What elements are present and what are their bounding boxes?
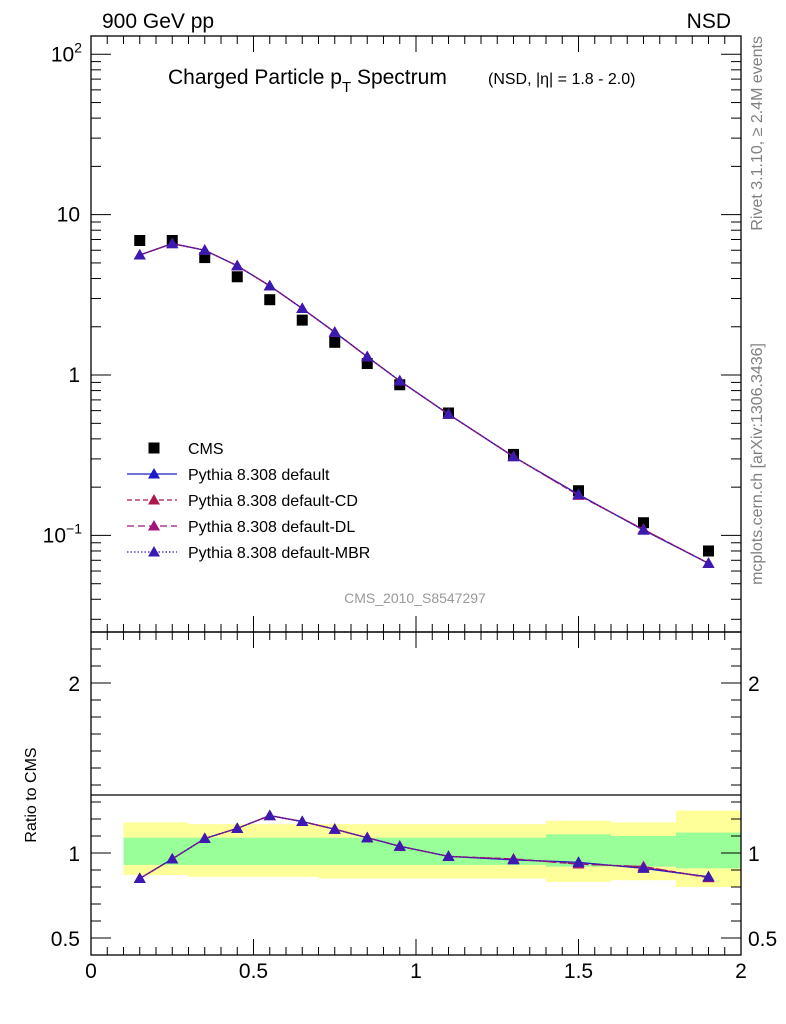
bottom-axis-ticks bbox=[90, 631, 742, 956]
series-point-mbr bbox=[442, 408, 455, 419]
series-line-dl bbox=[139, 242, 709, 564]
cms-point bbox=[361, 358, 373, 370]
ratio-marks bbox=[133, 809, 715, 883]
ratio-point-mbr bbox=[637, 862, 650, 873]
ratio-point-mbr bbox=[231, 822, 244, 833]
bottom-plot-frame bbox=[90, 631, 742, 956]
ratio-point-mbr bbox=[442, 850, 455, 861]
ratio-axis-label: Ratio to CMS bbox=[23, 747, 40, 842]
series-point-mbr bbox=[507, 450, 520, 462]
ratio-point-mbr bbox=[133, 872, 146, 883]
cms-point bbox=[264, 294, 276, 306]
band-inner bbox=[351, 837, 384, 865]
series-point-mbr bbox=[263, 279, 276, 291]
y-tick-label: 102 bbox=[51, 39, 82, 66]
top-axis-ticks bbox=[90, 36, 742, 632]
analysis-watermark: CMS_2010_S8547297 bbox=[344, 590, 486, 606]
cms-point bbox=[329, 336, 341, 348]
legend-marker-dl bbox=[148, 520, 160, 531]
series-point-mbr bbox=[637, 524, 650, 535]
x-tick-label: 1 bbox=[410, 960, 422, 983]
band-inner bbox=[318, 837, 351, 865]
y-tick-label: 10−1 bbox=[43, 520, 83, 547]
legend-label: Pythia 8.308 default-CD bbox=[188, 493, 358, 510]
y-tick-label-right: 0.5 bbox=[748, 928, 777, 951]
x-tick-label: 0 bbox=[85, 960, 97, 983]
ratio-point-mbr bbox=[572, 856, 585, 867]
series-point-mbr bbox=[198, 244, 211, 255]
side-label-top: Rivet 3.1.10, ≥ 2.4M events bbox=[749, 36, 766, 231]
series-point-mbr bbox=[572, 488, 585, 499]
legend-label: Pythia 8.308 default bbox=[188, 467, 330, 484]
chart-title: Charged Particle pT Spectrum bbox=[168, 66, 447, 96]
top-plot-frame bbox=[90, 35, 742, 633]
bottom-tick-labels: 0.5 0.51 12 20 0.5 1 1.5 2 bbox=[51, 673, 777, 983]
band-inner bbox=[676, 832, 741, 869]
legend-label: Pythia 8.308 default-MBR bbox=[188, 545, 370, 562]
ratio-point-mbr bbox=[198, 832, 211, 844]
ratio-line-mbr bbox=[139, 814, 709, 880]
series-point-mbr bbox=[361, 350, 374, 362]
header-left: 900 GeV pp bbox=[102, 10, 214, 33]
x-tick-label: 2 bbox=[735, 960, 747, 983]
chart-title-extra: (NSD, |η| = 1.8 - 2.0) bbox=[488, 71, 635, 88]
y-tick-label-left: 1 bbox=[68, 843, 80, 866]
ratio-point-mbr bbox=[328, 823, 341, 834]
x-tick-label: 0.5 bbox=[239, 960, 268, 983]
series-point-mbr bbox=[231, 259, 244, 271]
series-line-mbr bbox=[139, 242, 709, 564]
legend-label: CMS bbox=[188, 441, 224, 458]
band-inner bbox=[286, 837, 319, 865]
series-point-mbr bbox=[328, 326, 341, 337]
series-point-mbr bbox=[702, 557, 715, 568]
side-label-bottom: mcplots.cern.ch [arXiv:1306.3436] bbox=[749, 343, 766, 585]
ratio-point-mbr bbox=[166, 852, 179, 864]
y-tick-label-left: 2 bbox=[68, 673, 80, 696]
legend-marker-cd bbox=[148, 494, 160, 505]
ratio-panel: 0.5 0.51 12 20 0.5 1 1.5 2 Ratio to CMS bbox=[23, 631, 777, 983]
y-tick-label: 10 bbox=[57, 204, 80, 227]
header-right: NSD bbox=[687, 10, 731, 33]
cms-point bbox=[703, 545, 714, 557]
top-y-tick-labels: 102 10 1 10−1 bbox=[43, 39, 83, 547]
band-inner bbox=[123, 837, 156, 865]
legend-marker-mbr bbox=[148, 546, 160, 557]
uncertainty-bands bbox=[123, 810, 741, 887]
cms-point bbox=[231, 271, 243, 283]
cms-point bbox=[199, 252, 211, 264]
ratio-point-mbr bbox=[361, 831, 374, 843]
cms-point bbox=[296, 314, 308, 326]
y-tick-label-right: 1 bbox=[748, 843, 760, 866]
ratio-point-mbr bbox=[296, 815, 309, 827]
band-inner bbox=[221, 837, 254, 865]
series-point-mbr bbox=[296, 302, 309, 313]
series-point-mbr bbox=[166, 237, 179, 249]
ratio-point-mbr bbox=[393, 840, 406, 851]
series-point-mbr bbox=[393, 374, 406, 386]
cms-point bbox=[638, 517, 649, 529]
ratio-point-mbr bbox=[507, 853, 520, 865]
series-line-cd bbox=[139, 242, 709, 564]
cms-point bbox=[134, 235, 146, 247]
top-marks bbox=[133, 235, 715, 568]
legend-marker-cms bbox=[148, 442, 160, 454]
series-point-mbr bbox=[133, 249, 146, 260]
x-tick-label: 1.5 bbox=[564, 960, 593, 983]
y-tick-label-left: 0.5 bbox=[51, 928, 80, 951]
legend: CMS Pythia 8.308 default Pythia 8.308 defa… bbox=[127, 441, 370, 562]
series-line-default bbox=[139, 242, 709, 564]
ratio-point-mbr bbox=[263, 809, 276, 821]
band-inner bbox=[253, 837, 286, 865]
y-tick-label-right: 2 bbox=[748, 673, 760, 696]
y-tick-label: 1 bbox=[68, 364, 80, 387]
ratio-point-mbr bbox=[702, 870, 715, 882]
legend-label: Pythia 8.308 default-DL bbox=[188, 519, 355, 536]
legend-marker-default bbox=[148, 468, 160, 479]
